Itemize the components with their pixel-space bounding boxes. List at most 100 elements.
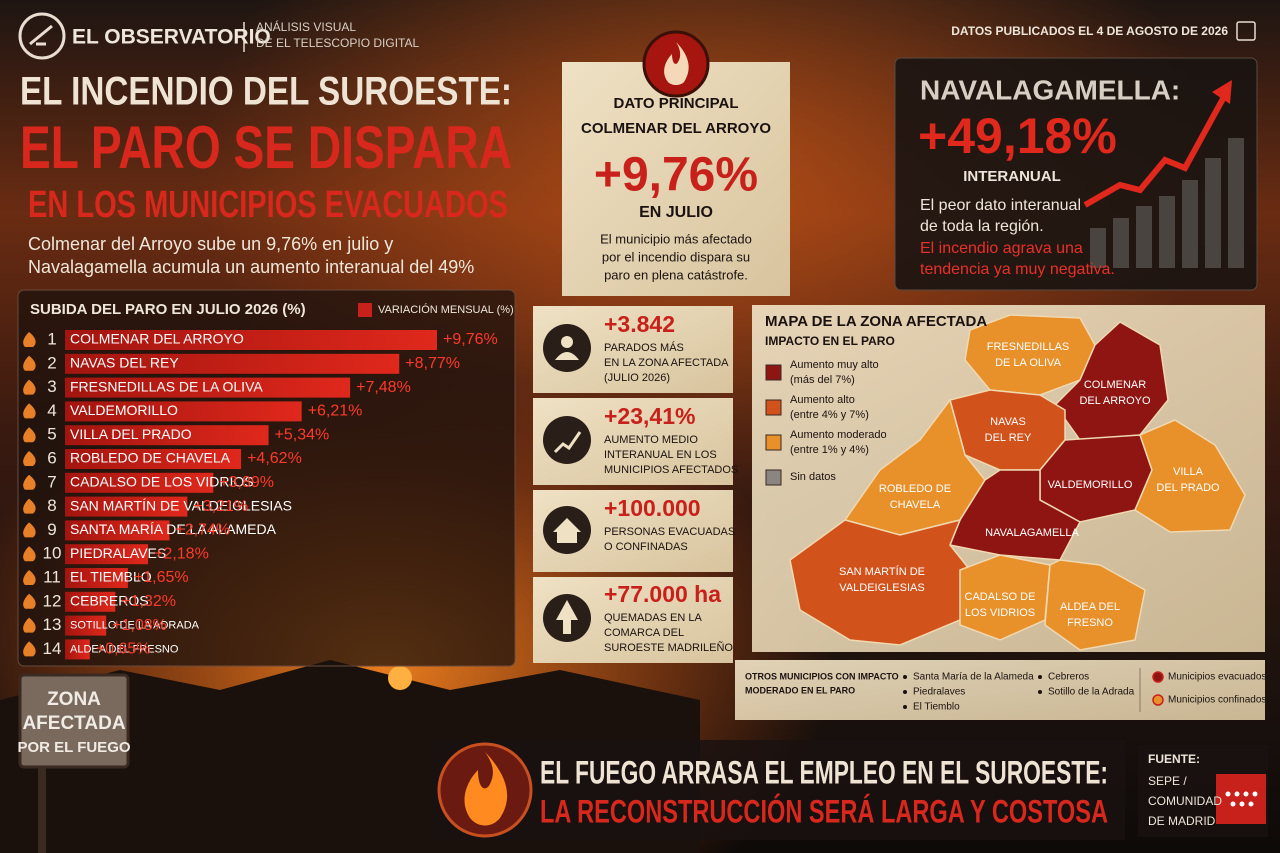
sign-text: AFECTADA xyxy=(22,713,125,734)
stat-text: EN LA ZONA AFECTADA xyxy=(604,357,729,369)
region-label: NAVALAGAMELLA xyxy=(985,527,1079,539)
subtitle: Colmenar del Arroyo sube un 9,76% en jul… xyxy=(28,234,393,254)
source-text: DE MADRID xyxy=(1148,814,1216,828)
bullet xyxy=(1038,690,1042,694)
madrid-flag xyxy=(1216,774,1266,824)
key-fact-text: paro en plena catástrofe. xyxy=(604,267,748,282)
sign-text: POR EL FUEGO xyxy=(17,739,130,756)
stat-text: (JULIO 2026) xyxy=(604,372,670,384)
others-item: El Tiemblo xyxy=(913,702,960,713)
sign xyxy=(18,673,130,769)
stat-text: PARADOS MÁS xyxy=(604,341,684,354)
others-panel xyxy=(735,660,1265,720)
highlight-warning: tendencia ya muy negativa. xyxy=(920,261,1115,278)
bar xyxy=(65,496,188,517)
category-label: CADALSO DE LOS VIDRIOS xyxy=(70,474,254,490)
region-label: ALDEA DEL xyxy=(1060,601,1120,613)
stat-value: +3.842 xyxy=(604,311,675,337)
others-title: MODERADO EN EL PARO xyxy=(745,685,855,695)
stat-text: INTERANUAL EN LOS xyxy=(604,449,717,461)
region-label: VILLA xyxy=(1173,466,1204,478)
rank-label: 6 xyxy=(47,448,56,467)
key-fact-place: COLMENAR DEL ARROYO xyxy=(581,120,771,137)
headline-line: EL PARO SE DISPARA xyxy=(20,114,512,181)
legend-label: Sin datos xyxy=(790,471,836,483)
stat-text: O CONFINADAS xyxy=(604,541,688,553)
legend-swatch xyxy=(765,469,782,486)
highlight-note: de toda la región. xyxy=(920,218,1044,235)
bar xyxy=(65,330,437,350)
footer-flame xyxy=(464,752,508,826)
stat-text: MUNICIPIOS AFECTADOS xyxy=(604,464,738,476)
stat-value: +23,41% xyxy=(604,403,695,429)
flame-icon xyxy=(23,498,36,514)
bullet xyxy=(903,705,907,709)
bar xyxy=(65,401,302,422)
stat-text: QUEMADAS EN LA xyxy=(604,612,702,624)
source-text: COMUNIDAD xyxy=(1148,794,1222,808)
tagline: ANÁLISIS VISUAL xyxy=(256,19,356,34)
value-label: +3,89% xyxy=(219,474,274,491)
legend-label: VARIACIÓN MENSUAL (%) xyxy=(378,303,514,316)
legend-label: (entre 4% y 7%) xyxy=(790,409,869,421)
value-label: +4,62% xyxy=(247,450,302,467)
region-label: CHAVELA xyxy=(890,499,941,511)
highlight-warning: El incendio agrava una xyxy=(920,240,1083,257)
stat-text: PERSONAS EVACUADAS xyxy=(604,526,735,538)
region-label: LOS VIDRIOS xyxy=(965,607,1035,619)
category-label: FRESNEDILLAS DE LA OLIVA xyxy=(70,378,263,394)
trend-arrow xyxy=(1083,93,1228,208)
stat-value: +100.000 xyxy=(604,495,701,521)
flame-icon xyxy=(23,332,36,347)
region-label: FRESNO xyxy=(1067,617,1113,629)
value-label: +1,08% xyxy=(112,617,167,634)
rank-label: 11 xyxy=(43,567,61,586)
key-fact-period: EN JULIO xyxy=(639,204,713,221)
bullet xyxy=(903,675,907,679)
bar xyxy=(65,472,214,493)
flame-icon xyxy=(23,451,36,466)
flame-icon xyxy=(23,403,36,419)
region-label: CADALSO DE xyxy=(965,591,1036,603)
region-label: COLMENAR xyxy=(1084,379,1146,391)
bar xyxy=(65,449,242,469)
highlight-label: INTERANUAL xyxy=(963,168,1061,185)
calendar-icon xyxy=(1236,21,1256,41)
key-fact-text: El municipio más afectado xyxy=(600,231,752,246)
rank-label: 12 xyxy=(43,591,62,610)
footer-line: LA RECONSTRUCCIÓN SERÁ LARGA Y COSTOSA xyxy=(540,793,1108,829)
flame-icon xyxy=(23,355,36,371)
key-fact-text: por el incendio dispara su xyxy=(602,249,750,264)
rank-label: 4 xyxy=(47,401,56,420)
category-label: SAN MARTÍN DE VALDEIGLESIAS xyxy=(70,497,292,513)
category-label: ALDEA DEL FRESNO xyxy=(70,643,179,655)
others-item: Cebreros xyxy=(1048,672,1089,683)
region-label: DE LA OLIVA xyxy=(995,357,1061,369)
flag-stars xyxy=(1225,791,1258,807)
rank-label: 7 xyxy=(47,472,56,491)
region-label: VALDEMORILLO xyxy=(1048,479,1133,491)
map-title: MAPA DE LA ZONA AFECTADA xyxy=(765,313,987,330)
category-label: VILLA DEL PRADO xyxy=(70,426,192,442)
flame-icon xyxy=(23,427,36,443)
category-label: NAVAS DEL REY xyxy=(70,355,179,371)
rank-label: 3 xyxy=(47,377,56,396)
stat-text: COMARCA DEL xyxy=(604,627,684,639)
rank-label: 14 xyxy=(43,639,62,658)
bar xyxy=(65,568,128,588)
logo-mark xyxy=(29,24,53,46)
bar xyxy=(65,353,400,374)
flame-icon xyxy=(23,641,36,657)
stat-text: AUMENTO MEDIO xyxy=(604,434,698,446)
value-label: +2,18% xyxy=(154,545,209,562)
logo xyxy=(18,12,66,60)
legend-label: Aumento alto xyxy=(790,394,855,406)
status-label: Municipios evacuados xyxy=(1168,672,1266,683)
value-label: +7,48% xyxy=(356,379,411,396)
legend-label: (entre 1% y 4%) xyxy=(790,444,869,456)
legend-swatch xyxy=(765,399,782,416)
rank-label: 1 xyxy=(47,329,56,348)
highlight-note: El peor dato interanual xyxy=(920,197,1081,214)
category-label: SANTA MARÍA DE LA ALAMEDA xyxy=(70,521,277,537)
